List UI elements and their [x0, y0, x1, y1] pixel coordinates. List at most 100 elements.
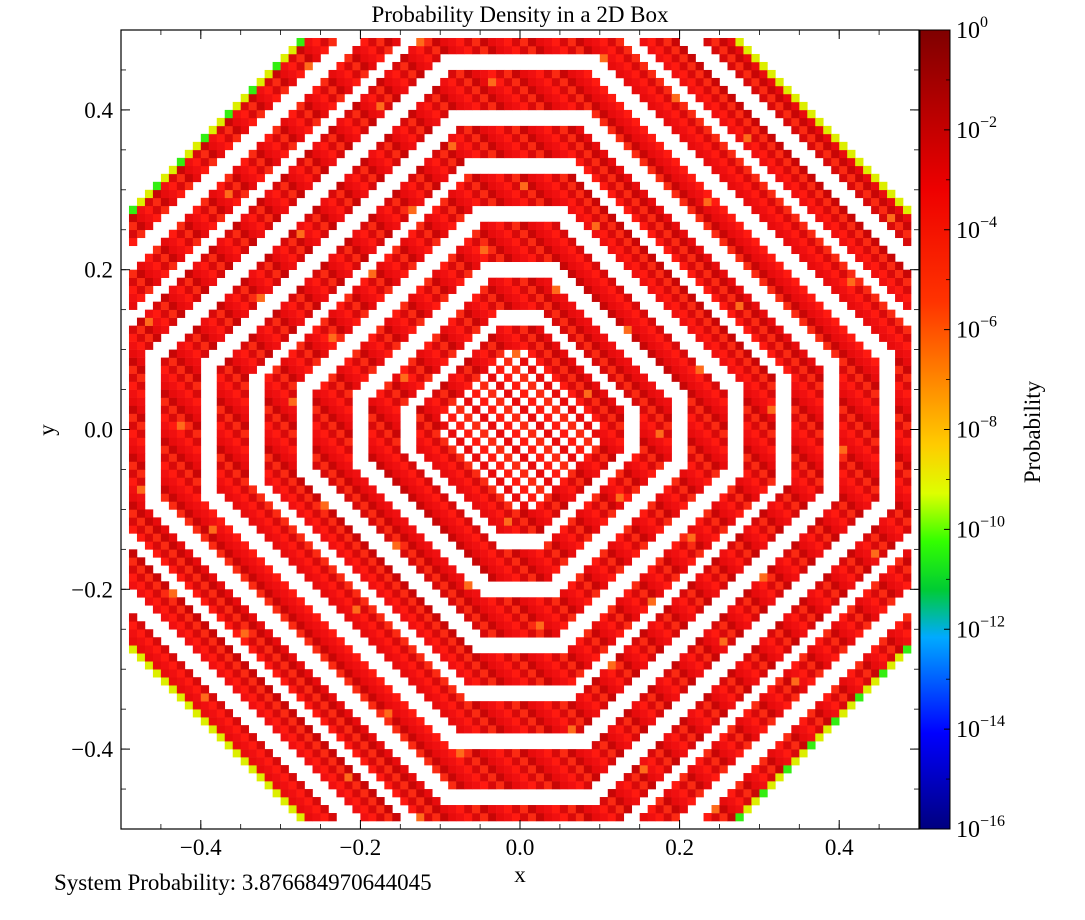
heatmap-cell: [408, 365, 417, 374]
heatmap-cell: [176, 605, 186, 614]
heatmap-cell: [400, 549, 409, 558]
heatmap-cell: [767, 525, 776, 534]
heatmap-cell: [551, 749, 561, 758]
heatmap-cell: [368, 229, 377, 239]
heatmap-cell: [679, 317, 688, 326]
heatmap-cell: [551, 85, 561, 95]
heatmap-cell: [384, 709, 393, 718]
heatmap-cell: [775, 573, 784, 582]
heatmap-cell: [128, 213, 138, 223]
heatmap-cell: [559, 373, 569, 382]
heatmap-cell: [160, 245, 170, 255]
heatmap-cell: [559, 397, 569, 406]
heatmap-cell: [615, 301, 625, 310]
heatmap-cell: [559, 477, 569, 486]
heatmap-cell: [248, 285, 257, 294]
heatmap-cell: [639, 653, 648, 662]
heatmap-cell: [759, 541, 768, 550]
heatmap-cell: [759, 637, 768, 646]
heatmap-cell: [631, 701, 640, 710]
heatmap-cell: [304, 245, 313, 255]
heatmap-cell: [607, 165, 617, 175]
heatmap-cell: [152, 581, 162, 590]
heatmap-cell: [136, 389, 146, 398]
heatmap-cell: [719, 757, 728, 766]
heatmap-cell: [488, 341, 497, 350]
heatmap-cell: [551, 701, 561, 710]
heatmap-cell: [384, 453, 393, 462]
heatmap-cell: [695, 637, 704, 646]
heatmap-cell: [392, 381, 401, 390]
heatmap-cell: [344, 493, 353, 502]
heatmap-cell: [384, 317, 393, 326]
heatmap-cell: [735, 741, 744, 750]
heatmap-cell: [208, 253, 218, 263]
heatmap-cell: [583, 709, 593, 718]
heatmap-cell: [152, 245, 162, 255]
heatmap-cell: [512, 573, 521, 582]
heatmap-cell: [432, 277, 441, 286]
heatmap-cell: [296, 789, 305, 798]
heatmap-cell: [240, 629, 249, 638]
heatmap-cell: [751, 149, 760, 159]
heatmap-cell: [360, 557, 369, 566]
heatmap-cell: [567, 669, 577, 678]
heatmap-cell: [360, 541, 369, 550]
heatmap-cell: [551, 421, 561, 430]
heatmap-cell: [535, 149, 545, 159]
heatmap-cell: [432, 37, 441, 47]
heatmap-cell: [575, 157, 585, 167]
heatmap-cell: [408, 469, 417, 478]
heatmap-cell: [416, 189, 425, 199]
heatmap-cell: [400, 797, 409, 806]
heatmap-cell: [727, 293, 736, 302]
heatmap-cell: [296, 621, 305, 630]
heatmap-cell: [440, 349, 449, 358]
heatmap-cell: [575, 533, 585, 542]
heatmap-cell: [320, 645, 329, 654]
heatmap-cell: [216, 245, 226, 255]
heatmap-cell: [448, 149, 457, 159]
heatmap-cell: [384, 437, 393, 446]
heatmap-cell: [543, 173, 553, 183]
heatmap-cell: [512, 725, 521, 734]
heatmap-cell: [400, 133, 409, 143]
heatmap-cell: [759, 429, 768, 438]
heatmap-cell: [232, 629, 241, 638]
heatmap-cell: [456, 149, 465, 159]
heatmap-cell: [512, 709, 521, 718]
heatmap-cell: [288, 397, 297, 406]
heatmap-cell: [304, 813, 313, 822]
heatmap-cell: [743, 365, 752, 374]
heatmap-cell: [320, 637, 329, 646]
heatmap-cell: [743, 437, 752, 446]
heatmap-cell: [224, 357, 234, 366]
heatmap-cell: [136, 525, 146, 534]
heatmap-cell: [128, 437, 138, 446]
heatmap-cell: [599, 341, 609, 350]
heatmap-cell: [663, 693, 672, 702]
heatmap-cell: [376, 517, 385, 526]
heatmap-cell: [432, 765, 441, 774]
heatmap-cell: [176, 381, 186, 390]
heatmap-cell: [264, 581, 273, 590]
heatmap-cell: [759, 533, 768, 542]
heatmap-cell: [416, 381, 425, 390]
heatmap-cell: [703, 757, 712, 766]
heatmap-cell: [735, 541, 744, 550]
heatmap-cell: [296, 541, 305, 550]
heatmap-cell: [400, 197, 409, 207]
heatmap-cell: [615, 661, 625, 670]
heatmap-cell: [719, 429, 728, 438]
heatmap-cell: [671, 477, 680, 486]
heatmap-cell: [759, 389, 768, 398]
heatmap-cell: [272, 253, 281, 263]
heatmap-cell: [248, 693, 257, 702]
heatmap-cell: [735, 549, 744, 558]
heatmap-cell: [448, 453, 457, 462]
heatmap-cell: [655, 205, 664, 215]
heatmap-cell: [216, 613, 226, 622]
heatmap-cell: [671, 309, 680, 318]
heatmap-cell: [328, 661, 337, 670]
heatmap-cell: [288, 453, 297, 462]
